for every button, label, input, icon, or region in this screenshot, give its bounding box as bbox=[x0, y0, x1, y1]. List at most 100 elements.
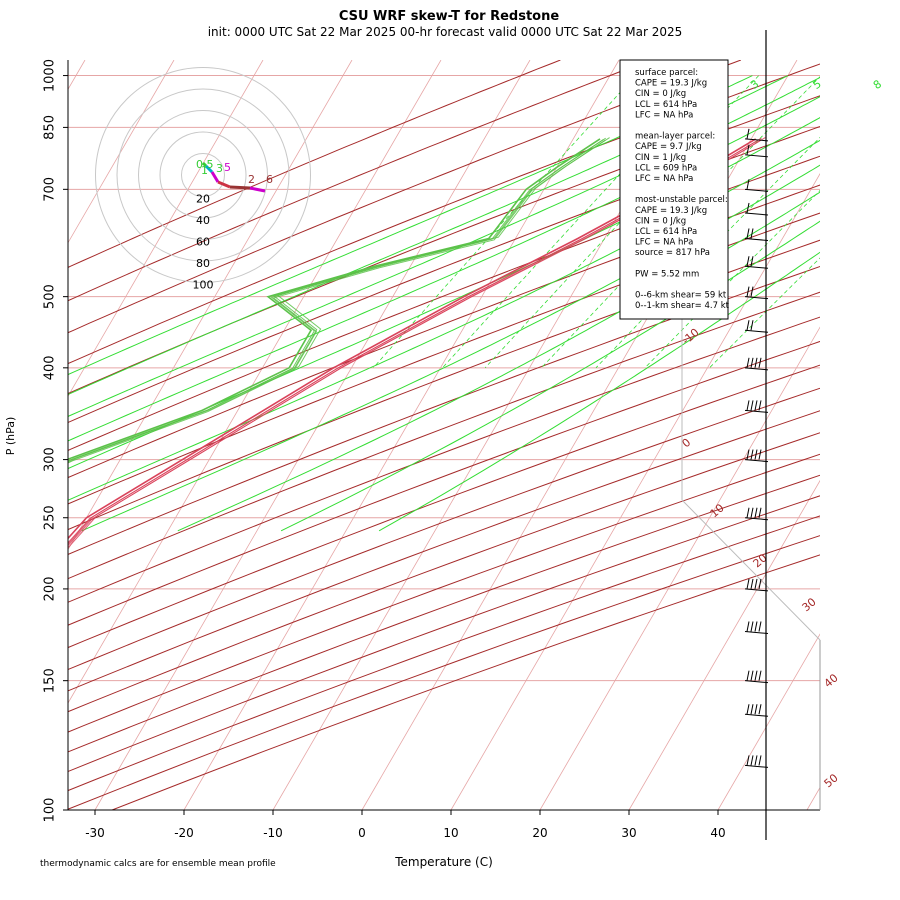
hodograph-point-label: 6 bbox=[266, 173, 273, 186]
wind-barb-flag bbox=[754, 670, 758, 681]
wind-barb-staff bbox=[744, 517, 769, 521]
wind-barb bbox=[744, 704, 769, 717]
info-line: LFC = NA hPa bbox=[635, 174, 693, 184]
hodograph-point-label: 0.5 bbox=[196, 158, 214, 171]
hodograph-ring bbox=[159, 131, 247, 219]
wind-barb-staff bbox=[744, 138, 769, 142]
wind-barb-flag bbox=[754, 704, 758, 715]
plot-lines bbox=[68, 60, 900, 810]
isotherm-line bbox=[539, 326, 820, 810]
dry-adiabat bbox=[68, 515, 820, 792]
wind-barb bbox=[744, 286, 769, 300]
x-tick-label: 20 bbox=[532, 826, 547, 840]
isotherm-label: 30 bbox=[800, 595, 819, 614]
dry-adiabat bbox=[68, 474, 820, 753]
footnote: thermodynamic calcs are for ensemble mea… bbox=[40, 859, 276, 869]
wind-barb-flag bbox=[746, 179, 750, 190]
wind-barb bbox=[744, 144, 769, 158]
mixing-ratio-line bbox=[442, 75, 712, 369]
hodograph-ring-label: 20 bbox=[196, 193, 210, 206]
wind-barb-flag bbox=[750, 755, 754, 766]
wind-barb-flag bbox=[746, 357, 750, 368]
info-line: CAPE = 19.3 J/kg bbox=[635, 206, 707, 216]
hodograph-segment bbox=[217, 180, 231, 189]
wind-barb-flag bbox=[758, 621, 762, 632]
wind-barb-staff bbox=[744, 631, 769, 635]
dry-adiabat bbox=[68, 265, 820, 555]
isotherm-line bbox=[68, 60, 264, 398]
mixing-ratio-line bbox=[709, 257, 820, 369]
x-tick-label: -30 bbox=[85, 826, 105, 840]
wind-barb-flag bbox=[746, 128, 750, 139]
hodograph-segment bbox=[210, 171, 220, 183]
moist-adiabat bbox=[280, 220, 820, 532]
info-line: mean-layer parcel: bbox=[635, 132, 715, 142]
hodograph-ring bbox=[181, 153, 225, 197]
isotherm-line bbox=[896, 60, 900, 810]
dry-adiabat bbox=[68, 291, 820, 580]
hodograph-point-label: 5 bbox=[224, 161, 231, 174]
info-line: source = 817 hPa bbox=[635, 248, 710, 258]
x-tick-label: -10 bbox=[263, 826, 283, 840]
wind-barb-staff bbox=[744, 154, 769, 158]
wind-barb-flag bbox=[754, 578, 758, 590]
hodograph-segment bbox=[201, 161, 208, 168]
dry-adiabat bbox=[68, 432, 820, 713]
wind-barb-flag bbox=[750, 286, 754, 297]
moist-adiabat bbox=[177, 191, 820, 532]
wind-barb bbox=[744, 621, 769, 635]
isotherm-line bbox=[628, 479, 820, 810]
info-line: PW = 5.52 mm bbox=[635, 269, 699, 279]
wind-barb-flag bbox=[746, 507, 750, 518]
wind-barb-flag bbox=[758, 507, 762, 518]
info-line: CIN = 0 J/kg bbox=[635, 216, 686, 226]
wind-barb bbox=[744, 256, 769, 269]
info-line: most-unstable parcel: bbox=[635, 195, 728, 205]
wind-barb bbox=[744, 202, 769, 216]
wind-barb-staff bbox=[744, 680, 769, 684]
wind-barb-flag bbox=[754, 400, 758, 411]
wind-barb-flag bbox=[746, 144, 750, 155]
wind-barb-flag bbox=[750, 256, 754, 267]
dewpoint-profile bbox=[68, 139, 604, 462]
wind-barb-flag bbox=[758, 670, 762, 681]
dry-adiabat bbox=[68, 60, 651, 302]
info-line: LFC = NA hPa bbox=[635, 110, 693, 120]
isotherm-label: 20 bbox=[751, 551, 770, 570]
isotherm-line bbox=[450, 172, 820, 810]
x-tick-label: -20 bbox=[174, 826, 194, 840]
info-line: surface parcel: bbox=[635, 68, 698, 78]
dry-adiabat bbox=[68, 60, 561, 268]
x-tick-label: 10 bbox=[443, 826, 458, 840]
hodograph-segment bbox=[229, 185, 251, 190]
wind-barb bbox=[744, 179, 769, 192]
hodograph: 20 40 60 80 100 0.51 2 3 5 6 bbox=[95, 67, 311, 292]
wind-barb-flag bbox=[750, 449, 754, 460]
wind-barb-staff bbox=[744, 588, 769, 592]
wind-barb-flag bbox=[754, 507, 758, 518]
wind-barb-flag bbox=[754, 357, 758, 368]
wind-barb-flag bbox=[746, 320, 750, 331]
dewpoint-profile bbox=[68, 138, 601, 461]
wind-barb bbox=[744, 755, 769, 768]
hodograph-ring-label: 100 bbox=[193, 279, 214, 292]
hodograph-point-label: 1 bbox=[201, 164, 208, 177]
hodograph-ring-label: 80 bbox=[196, 257, 210, 270]
info-line: CIN = 0 J/kg bbox=[635, 89, 686, 99]
moist-adiabat bbox=[378, 251, 820, 532]
wind-barb-staff bbox=[744, 237, 769, 241]
wind-barb-flag bbox=[750, 578, 754, 590]
wind-barb bbox=[744, 449, 769, 463]
wind-barb bbox=[744, 128, 769, 142]
info-line: CIN = 1 J/kg bbox=[635, 153, 686, 163]
dry-adiabat bbox=[68, 495, 820, 773]
moist-adiabat bbox=[68, 96, 820, 442]
chart-subtitle: init: 0000 UTC Sat 22 Mar 2025 00-hr for… bbox=[208, 25, 683, 39]
wind-barb-flag bbox=[746, 621, 750, 632]
right-diagonal-line bbox=[681, 499, 821, 641]
mixing-ratio-line bbox=[373, 75, 636, 369]
wind-barb-flag bbox=[746, 256, 750, 267]
isotherm-line bbox=[806, 786, 820, 810]
wind-barb-flag bbox=[754, 449, 758, 460]
